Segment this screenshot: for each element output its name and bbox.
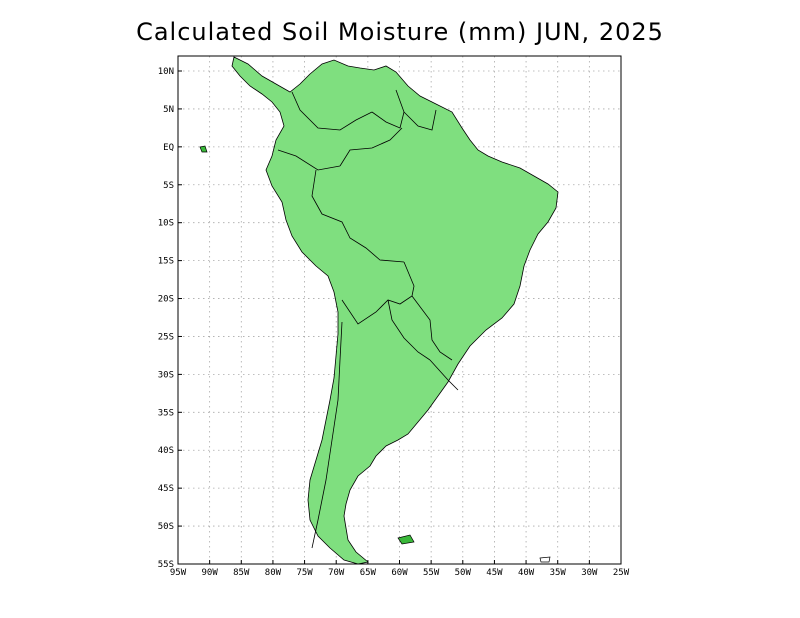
x-tick-label: 30W xyxy=(581,568,598,578)
y-tick-label: 15S xyxy=(158,257,174,267)
y-axis: 10N 5N EQ 5S 10S 15S 20S 25S 30S 35S 40S 45S 50S 55S xyxy=(158,67,182,570)
y-tick-label: 45S xyxy=(158,484,174,494)
y-tick-label: 20S xyxy=(158,295,174,305)
x-tick-label: 50W xyxy=(455,568,472,578)
x-tick-label: 60W xyxy=(391,568,408,578)
x-tick-label: 90W xyxy=(202,568,219,578)
y-tick-label: 25S xyxy=(158,332,174,342)
y-tick-label: 5S xyxy=(163,181,174,191)
x-tick-label: 35W xyxy=(550,568,567,578)
x-tick-label: 55W xyxy=(423,568,440,578)
galapagos-islands xyxy=(199,145,208,153)
x-tick-label: 70W xyxy=(328,568,345,578)
country-borders xyxy=(277,89,459,549)
y-tick-label: 40S xyxy=(158,446,174,456)
y-tick-label: 10N xyxy=(158,67,174,77)
y-tick-label: 55S xyxy=(158,560,174,570)
x-tick-label: 95W xyxy=(170,568,187,578)
falkland-islands xyxy=(397,534,415,545)
south-georgia-island xyxy=(539,556,551,563)
x-tick-label: 45W xyxy=(486,568,503,578)
y-tick-label: 30S xyxy=(158,370,174,380)
x-tick-label: 80W xyxy=(265,568,282,578)
islands xyxy=(199,145,551,563)
x-tick-label: 65W xyxy=(360,568,377,578)
x-tick-label: 40W xyxy=(518,568,535,578)
x-tick-label: 75W xyxy=(296,568,313,578)
x-tick-label: 85W xyxy=(233,568,250,578)
y-tick-label: 10S xyxy=(158,219,174,229)
y-tick-label: EQ xyxy=(163,143,174,153)
map-title: Calculated Soil Moisture (mm) JUN, 2025 xyxy=(136,18,664,46)
y-tick-label: 35S xyxy=(158,408,174,418)
x-tick-label: 25W xyxy=(613,568,630,578)
y-tick-label: 5N xyxy=(163,105,174,115)
x-axis: 95W 90W 85W 80W 75W 70W 65W 60W 55W 50W 45W 40W 35W 3… xyxy=(170,560,630,578)
y-tick-label: 50S xyxy=(158,522,174,532)
